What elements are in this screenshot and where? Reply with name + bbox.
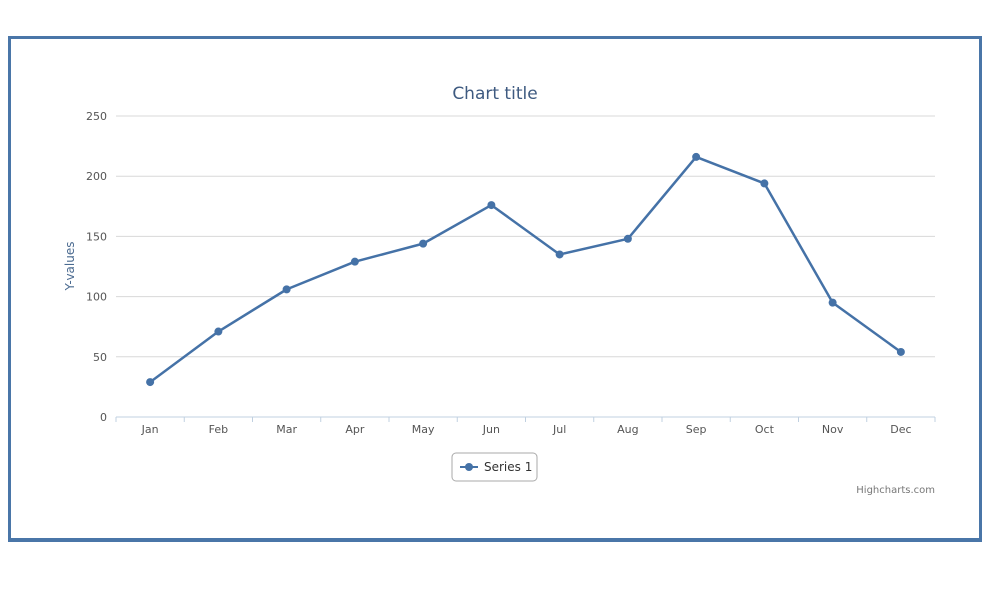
data-point[interactable] [214, 327, 223, 336]
x-tick-label: Jan [141, 423, 159, 436]
x-tick-label: Oct [755, 423, 775, 436]
series-line [149, 155, 902, 384]
legend-marker-icon [465, 463, 473, 471]
legend-box[interactable] [451, 452, 538, 482]
y-tick-label: 150 [86, 230, 107, 243]
y-tick-label: 200 [86, 170, 107, 183]
y-tick-label: 0 [100, 411, 107, 424]
y-tick-label: 100 [86, 291, 107, 304]
y-axis-title: Y-values [63, 242, 77, 292]
data-point[interactable] [350, 257, 359, 266]
series-layer [146, 152, 905, 387]
x-tick-label: Feb [209, 423, 228, 436]
data-point[interactable] [419, 239, 428, 248]
legend[interactable]: Series 1 [451, 452, 538, 482]
data-point[interactable] [692, 152, 701, 161]
chart-title: Chart title [452, 84, 537, 104]
data-point[interactable] [828, 298, 837, 307]
x-tick-label: Sep [686, 423, 707, 436]
data-point[interactable] [896, 347, 905, 356]
grid-lines [116, 115, 935, 358]
x-tick-label: Dec [890, 423, 911, 436]
y-tick-label: 250 [86, 110, 107, 123]
data-point[interactable] [487, 201, 496, 210]
x-tick-label: Mar [276, 423, 297, 436]
x-tick-label: Jul [552, 423, 566, 436]
y-axis-ticks: 0 50 100 150 200 250 [86, 110, 107, 424]
data-point[interactable] [760, 179, 769, 188]
x-tick-label: Apr [345, 423, 365, 436]
x-tick-label: May [412, 423, 435, 436]
x-tick-label: Aug [617, 423, 638, 436]
x-tick-label: Jun [482, 423, 500, 436]
x-axis-ticks: Jan Feb Mar Apr May Jun Jul Aug Sep Oct Nov Dec [141, 423, 912, 436]
legend-item-label[interactable]: Series 1 [484, 460, 532, 474]
credits-link[interactable]: Highcharts.com [856, 485, 935, 496]
data-point[interactable] [282, 285, 291, 294]
x-tick-label: Nov [822, 423, 844, 436]
data-point[interactable] [146, 378, 155, 387]
x-axis [115, 416, 936, 422]
y-tick-label: 50 [93, 351, 107, 364]
data-point[interactable] [555, 250, 564, 259]
data-point[interactable] [623, 234, 632, 243]
